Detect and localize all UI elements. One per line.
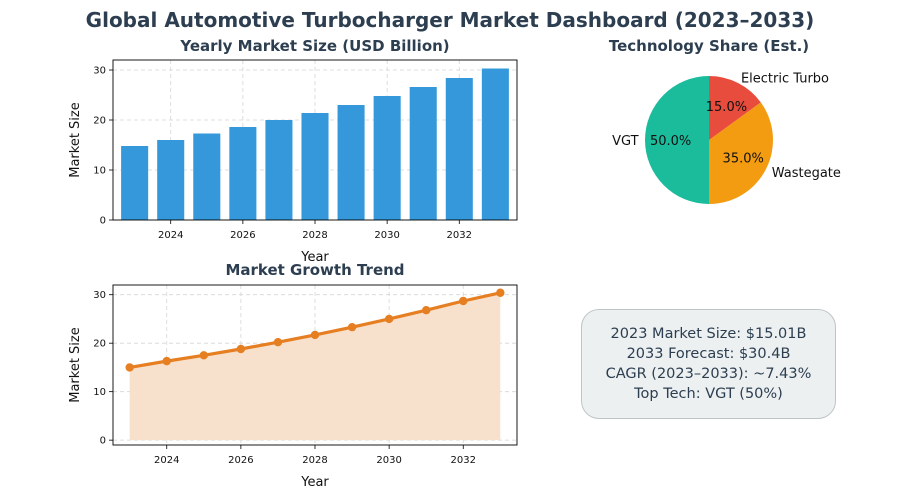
- bar-2028: [301, 113, 329, 220]
- bar-2030: [373, 96, 401, 220]
- point-2028: [310, 330, 320, 340]
- x-tick-label: 2028: [302, 230, 327, 241]
- point-2026: [236, 344, 246, 354]
- y-tick-label: 0: [100, 436, 106, 447]
- bar-2023: [121, 146, 149, 220]
- point-2025: [199, 351, 209, 360]
- y-tick-label: 10: [93, 387, 106, 398]
- point-2023: [125, 363, 134, 372]
- point-2024: [162, 356, 171, 366]
- x-tick-label: 2024: [154, 455, 179, 466]
- pie-category-label: Wastegate: [772, 166, 841, 181]
- point-2033: [496, 288, 505, 297]
- y-tick-label: 20: [93, 116, 106, 127]
- chart-title: Yearly Market Size (USD Billion): [179, 37, 449, 55]
- pie-pct-label: 15.0%: [706, 100, 747, 115]
- pie-slice-vgt: [645, 76, 709, 204]
- dashboard-title: Global Automotive Turbocharger Market Da…: [86, 8, 815, 32]
- summary-box: 2023 Market Size: $15.01B 2033 Forecast:…: [581, 309, 836, 419]
- point-2027: [273, 338, 283, 347]
- x-tick-label: 2032: [451, 455, 476, 466]
- y-tick-label: 10: [93, 166, 106, 177]
- y-tick-label: 20: [93, 339, 106, 350]
- summary-line-cagr: CAGR (2023–2033): ~7.43%: [605, 366, 812, 382]
- bar-2027: [265, 120, 293, 220]
- point-2030: [384, 314, 394, 324]
- pie-slice-wastegate: [709, 102, 773, 204]
- point-2029: [347, 322, 357, 332]
- x-tick-label: 2032: [447, 230, 472, 241]
- chart-title: Market Growth Trend: [225, 261, 404, 279]
- x-tick-label: 2030: [374, 230, 399, 241]
- bar-2033: [481, 68, 509, 220]
- y-axis-label: Market Size: [68, 102, 83, 178]
- summary-line-forecast: 2033 Forecast: $30.4B: [626, 346, 791, 362]
- x-axis-label: Year: [300, 475, 329, 490]
- point-2031: [421, 306, 431, 315]
- x-tick-label: 2026: [228, 455, 253, 466]
- pie-title: Technology Share (Est.): [609, 37, 809, 55]
- plot-frame: [112, 284, 518, 446]
- bar-2029: [337, 105, 365, 220]
- bar-2031: [409, 87, 437, 220]
- technology-pie-chart: Technology Share (Est.) 50.0% VGT 35.0% Wast…: [609, 37, 841, 204]
- pie-category-label: VGT: [612, 134, 639, 149]
- pie-pct-label: 50.0%: [650, 134, 691, 149]
- pie-pct-label: 35.0%: [723, 151, 764, 166]
- x-tick-label: 2026: [230, 230, 255, 241]
- bar-2025: [193, 133, 221, 220]
- point-2032: [459, 296, 468, 306]
- bar-2032: [445, 78, 473, 220]
- growth-area: [129, 292, 501, 441]
- bar-2024: [157, 140, 185, 220]
- pie-slice-electric-turbo: [709, 76, 761, 140]
- plot-frame: [112, 59, 518, 221]
- pie-category-label: Electric Turbo: [741, 71, 829, 86]
- x-tick-label: 2030: [376, 455, 401, 466]
- y-tick-label: 30: [93, 66, 106, 77]
- summary-line-top-tech: Top Tech: VGT (50%): [634, 386, 783, 402]
- x-tick-label: 2028: [302, 455, 327, 466]
- bar-2026: [229, 127, 257, 220]
- x-tick-label: 2024: [158, 230, 183, 241]
- x-axis-label: Year: [300, 250, 329, 265]
- y-tick-label: 0: [100, 216, 106, 227]
- bar-chart: Yearly Market Size (USD Billion)01020302…: [68, 37, 518, 265]
- summary-line-market-size: 2023 Market Size: $15.01B: [610, 326, 807, 342]
- y-axis-label: Market Size: [68, 327, 83, 403]
- y-tick-label: 30: [93, 290, 106, 301]
